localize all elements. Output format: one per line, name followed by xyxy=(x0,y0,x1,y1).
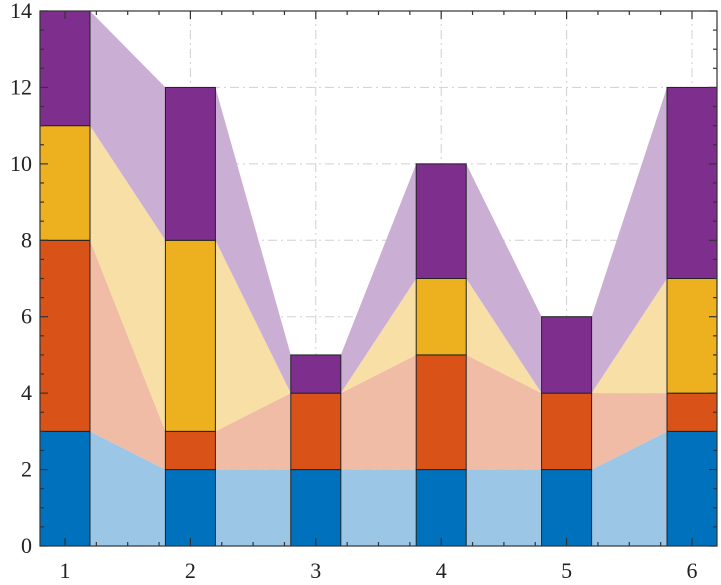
bar-segment-series-3-x-4 xyxy=(415,278,467,356)
bar-segment-series-1-x-2 xyxy=(164,469,216,547)
bar-segment-series-4-x-4 xyxy=(415,163,467,280)
y-tick-label-14: 14 xyxy=(10,0,32,23)
area-series-3-between-1-2 xyxy=(90,125,166,432)
bar-segment-series-1-x-4 xyxy=(415,469,467,547)
area-series-3-between-4-5 xyxy=(466,278,542,394)
bar-segment-series-2-x-2 xyxy=(164,430,216,471)
x-tick-label-4: 4 xyxy=(436,558,447,583)
x-tick-label-5: 5 xyxy=(561,558,572,583)
area-series-2-between-5-6 xyxy=(591,393,667,470)
bar-segment-series-3-x-1 xyxy=(39,125,91,241)
y-tick-label-8: 8 xyxy=(21,227,32,252)
bar-segment-series-2-x-1 xyxy=(39,239,91,432)
area-series-2-between-4-5 xyxy=(466,354,542,470)
y-tick-label-12: 12 xyxy=(10,74,32,99)
area-series-1-between-5-6 xyxy=(591,431,667,546)
x-tick-label-3: 3 xyxy=(310,558,321,583)
y-tick-label-2: 2 xyxy=(21,457,32,482)
x-tick-label-6: 6 xyxy=(687,558,698,583)
area-series-1-between-3-4 xyxy=(340,469,417,546)
bar-segment-series-2-x-3 xyxy=(290,392,342,471)
bar-segment-series-4-x-1 xyxy=(39,10,91,127)
area-series-1-between-4-5 xyxy=(466,469,542,546)
area-series-4-between-2-3 xyxy=(215,87,291,394)
area-series-4-between-4-5 xyxy=(466,163,542,394)
bar-segment-series-4-x-3 xyxy=(290,354,342,394)
bar-segment-series-3-x-2 xyxy=(164,239,216,432)
area-series-1-between-2-3 xyxy=(215,469,291,546)
bar-segment-series-4-x-6 xyxy=(666,86,718,279)
y-tick-label-4: 4 xyxy=(21,380,32,405)
bar-segment-series-4-x-5 xyxy=(541,316,593,394)
bar-segment-series-2-x-4 xyxy=(415,354,467,471)
area-series-2-between-1-2 xyxy=(90,240,166,470)
x-tick-label-1: 1 xyxy=(60,558,71,583)
x-tick-label-2: 2 xyxy=(185,558,196,583)
y-tick-label-6: 6 xyxy=(21,304,32,329)
area-series-2-between-2-3 xyxy=(215,393,291,470)
area-series-4-between-5-6 xyxy=(591,87,667,394)
bar-segment-series-1-x-6 xyxy=(666,430,718,547)
bar-segment-series-3-x-6 xyxy=(666,278,718,394)
area-series-3-between-2-3 xyxy=(215,240,291,432)
bar-segment-series-2-x-5 xyxy=(541,392,593,471)
y-tick-label-0: 0 xyxy=(21,533,32,558)
area-series-4-between-3-4 xyxy=(340,163,417,394)
area-series-3-between-5-6 xyxy=(591,278,667,394)
y-tick-label-10: 10 xyxy=(10,151,32,176)
area-series-1-between-1-2 xyxy=(90,431,166,546)
axes xyxy=(39,10,718,547)
bars xyxy=(39,10,718,547)
bar-segment-series-2-x-6 xyxy=(666,392,718,432)
bar-segment-series-1-x-1 xyxy=(39,430,91,547)
connector-areas xyxy=(90,11,667,546)
area-series-3-between-3-4 xyxy=(340,278,417,394)
area-series-2-between-3-4 xyxy=(340,354,417,470)
bar-segment-series-1-x-3 xyxy=(290,469,342,547)
area-series-4-between-1-2 xyxy=(90,11,166,241)
bar-segment-series-4-x-2 xyxy=(164,86,216,241)
bar-segment-series-1-x-5 xyxy=(541,469,593,547)
